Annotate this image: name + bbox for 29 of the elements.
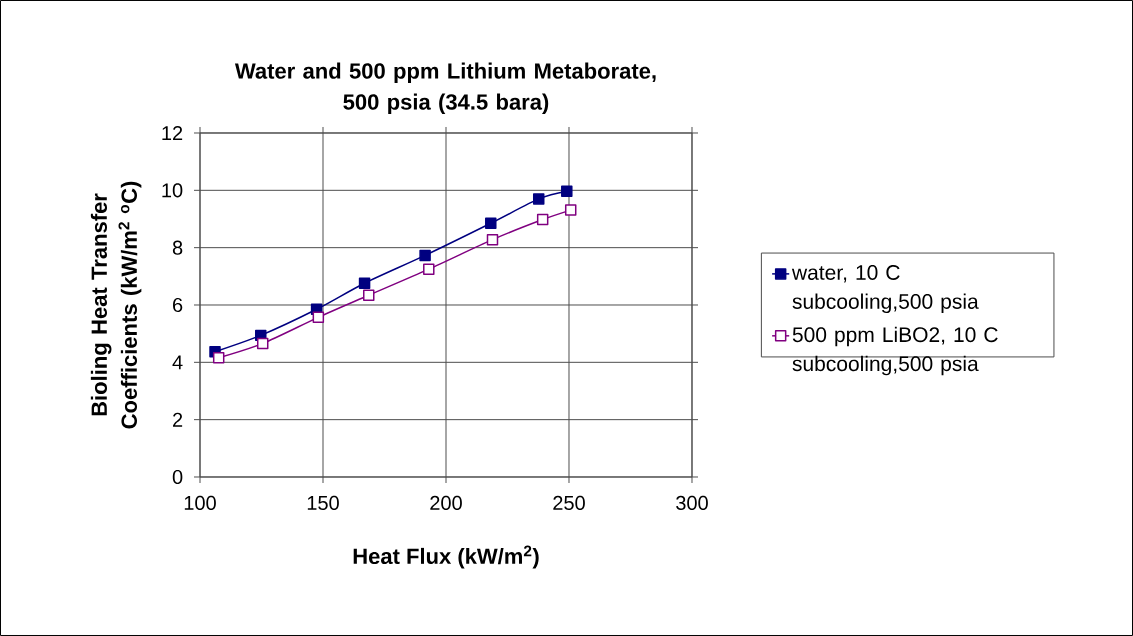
point	[486, 233, 499, 246]
point	[423, 263, 435, 275]
point	[363, 289, 375, 301]
point	[564, 204, 577, 216]
point	[312, 311, 325, 324]
point	[561, 185, 573, 197]
y-tick-label: 12	[162, 126, 183, 140]
point	[532, 193, 545, 205]
point	[485, 217, 497, 230]
point	[419, 249, 431, 262]
legend-label: 500 ppm LiBO2, 10 C subcooling,500 psia	[792, 326, 998, 376]
y-tick-label: 10	[162, 183, 183, 198]
y-tick-label: 0	[172, 469, 183, 485]
y-tick-label: 6	[173, 297, 183, 313]
x-axis-title: Heat Flux (kW/m$^{2}$)	[353, 545, 539, 569]
x-tick-label: 250	[553, 495, 585, 511]
y-tick-label: 4	[172, 355, 183, 370]
point	[358, 277, 371, 289]
point	[536, 213, 549, 226]
x-tick-label: 200	[430, 495, 462, 511]
legend-label: water, 10 C subcooling,500 psia	[791, 265, 979, 314]
y-tick-label: 2	[173, 412, 183, 427]
point	[212, 351, 225, 364]
y-tick-label: 8	[172, 240, 183, 255]
x-tick-label: 150	[307, 495, 339, 511]
x-tick-label: 300	[676, 495, 708, 511]
x-tick-label: 100	[184, 495, 216, 511]
chart-title: Water and 500 ppm Lithium Metaborate, 500 psia (34.5 bara)	[234, 62, 656, 115]
point	[256, 337, 269, 350]
